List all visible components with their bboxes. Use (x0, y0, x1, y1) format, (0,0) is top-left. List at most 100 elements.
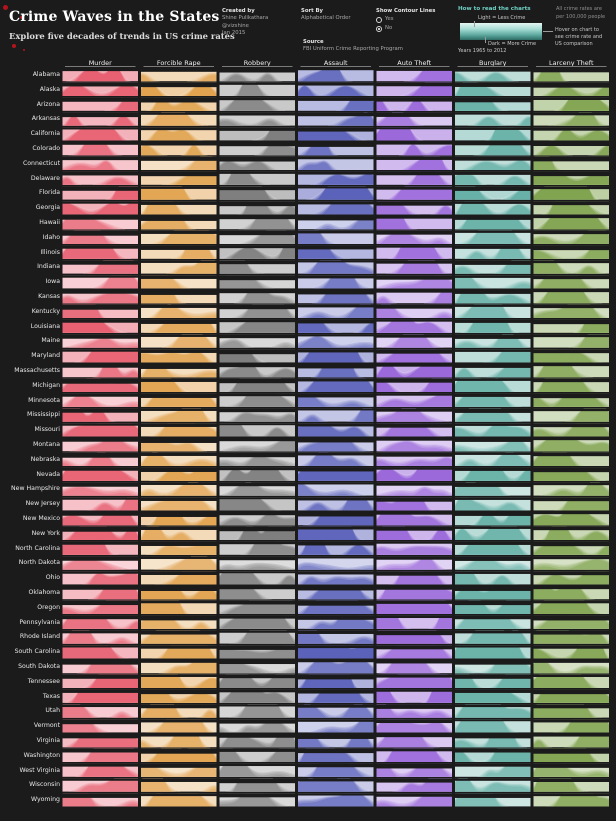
crime-cell[interactable] (533, 748, 610, 762)
state-label[interactable]: Colorado (32, 145, 60, 152)
crime-cell[interactable] (62, 526, 139, 540)
crime-cell[interactable] (298, 97, 374, 111)
crime-cell[interactable] (455, 245, 531, 259)
crime-cell[interactable] (455, 630, 531, 644)
crime-cell[interactable] (455, 748, 531, 762)
crime-cell[interactable] (141, 408, 217, 422)
crime-cell[interactable] (219, 734, 296, 748)
state-label[interactable]: South Carolina (14, 648, 60, 656)
crime-cell[interactable] (219, 275, 296, 289)
crime-cell[interactable] (533, 216, 610, 230)
crime-cell[interactable] (533, 630, 610, 644)
crime-cell[interactable] (455, 275, 531, 289)
crime-cell[interactable] (455, 216, 531, 230)
state-label[interactable]: Kansas (38, 293, 60, 300)
state-label[interactable]: Missouri (34, 426, 60, 434)
crime-cell[interactable] (533, 526, 610, 540)
crime-cell[interactable] (219, 763, 296, 777)
crime-cell[interactable] (141, 452, 217, 466)
crime-cell[interactable] (455, 304, 531, 318)
crime-cell[interactable] (533, 319, 610, 333)
crime-cell[interactable] (141, 334, 217, 348)
crime-cell[interactable] (533, 674, 610, 688)
crime-cell[interactable] (455, 719, 531, 733)
crime-cell[interactable] (141, 467, 217, 481)
crime-cell[interactable] (62, 497, 139, 511)
crime-cell[interactable] (141, 304, 217, 318)
state-label[interactable]: Texas (42, 692, 60, 700)
crime-cell[interactable] (455, 349, 531, 363)
crime-cell[interactable] (533, 260, 610, 274)
crime-cell[interactable] (141, 112, 217, 126)
state-label[interactable]: Massachusetts (14, 367, 60, 374)
crime-cell[interactable] (141, 364, 217, 378)
crime-cell[interactable] (219, 630, 296, 644)
crime-cell[interactable] (376, 260, 453, 274)
state-label[interactable]: Hawaii (39, 219, 60, 226)
crime-cell[interactable] (219, 97, 296, 111)
crime-cell[interactable] (376, 275, 453, 289)
crime-cell[interactable] (533, 482, 610, 496)
crime-cell[interactable] (298, 689, 374, 703)
state-label[interactable]: Florida (38, 189, 60, 197)
crime-cell[interactable] (141, 763, 217, 777)
crime-cell[interactable] (533, 112, 610, 126)
radio-yes-icon[interactable] (376, 16, 382, 23)
crime-cell[interactable] (455, 423, 531, 437)
crime-cell[interactable] (141, 349, 217, 363)
crime-cell[interactable] (62, 778, 139, 792)
crime-cell[interactable] (533, 600, 610, 614)
crime-cell[interactable] (62, 734, 139, 748)
crime-cell[interactable] (533, 304, 610, 318)
crime-cell[interactable] (376, 512, 453, 526)
crime-cell[interactable] (219, 497, 296, 511)
crime-cell[interactable] (219, 586, 296, 600)
crime-cell[interactable] (533, 245, 610, 259)
crime-cell[interactable] (376, 290, 453, 304)
crime-cell[interactable] (455, 186, 531, 200)
crime-cell[interactable] (376, 660, 453, 674)
state-label[interactable]: Oklahoma (28, 589, 61, 596)
crime-cell[interactable] (141, 290, 217, 304)
crime-cell[interactable] (455, 482, 531, 496)
crime-cell[interactable] (455, 526, 531, 540)
state-label[interactable]: Arizona (36, 100, 60, 108)
crime-cell[interactable] (455, 734, 531, 748)
crime-cell[interactable] (298, 556, 374, 570)
crime-cell[interactable] (376, 793, 453, 807)
crime-cell[interactable] (376, 378, 453, 392)
crime-cell[interactable] (298, 156, 374, 170)
crime-cell[interactable] (455, 127, 531, 141)
crime-cell[interactable] (141, 201, 217, 215)
crime-cell[interactable] (376, 230, 453, 244)
crime-cell[interactable] (376, 304, 453, 318)
crime-cell[interactable] (533, 615, 610, 629)
crime-cell[interactable] (141, 704, 217, 718)
state-label[interactable]: Kentucky (31, 307, 60, 315)
crime-cell[interactable] (141, 645, 217, 659)
crime-cell[interactable] (219, 541, 296, 555)
crime-cell[interactable] (533, 230, 610, 244)
crime-cell[interactable] (62, 793, 139, 807)
crime-cell[interactable] (533, 571, 610, 585)
crime-cell[interactable] (376, 778, 453, 792)
crime-cell[interactable] (62, 349, 139, 363)
crime-cell[interactable] (62, 112, 139, 126)
crime-cell[interactable] (533, 68, 610, 82)
crime-cell[interactable] (298, 793, 374, 807)
crime-cell[interactable] (219, 719, 296, 733)
crime-cell[interactable] (62, 319, 139, 333)
crime-cell[interactable] (141, 142, 217, 156)
crime-cell[interactable] (62, 378, 139, 392)
crime-cell[interactable] (298, 452, 374, 466)
state-label[interactable]: New Jersey (25, 500, 60, 508)
crime-cell[interactable] (376, 704, 453, 718)
crime-cell[interactable] (62, 260, 139, 274)
crime-cell[interactable] (455, 290, 531, 304)
crime-cell[interactable] (62, 541, 139, 555)
crime-cell[interactable] (376, 497, 453, 511)
crime-cell[interactable] (298, 748, 374, 762)
crime-cell[interactable] (62, 408, 139, 422)
crime-cell[interactable] (219, 230, 296, 244)
crime-cell[interactable] (298, 719, 374, 733)
